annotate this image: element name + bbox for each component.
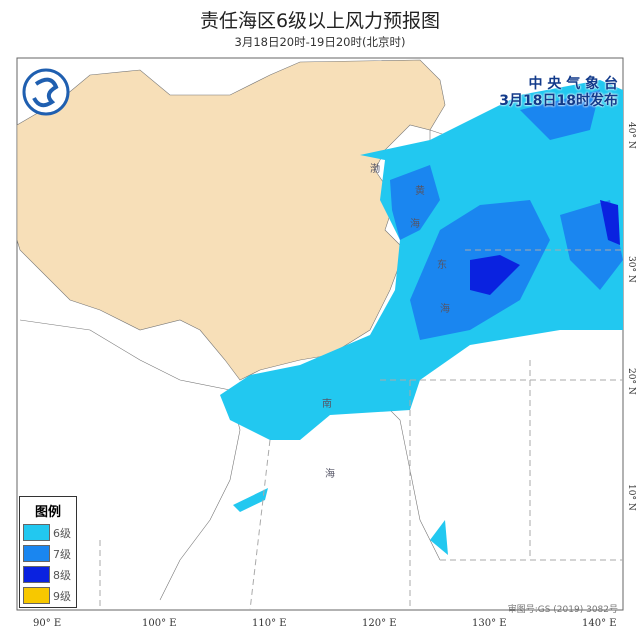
lat-label: 20° N bbox=[626, 368, 636, 395]
legend-item-7: 7级 bbox=[23, 545, 76, 562]
legend: 图例 6级 7级 8级 9级 bbox=[19, 496, 77, 608]
map-subtitle: 3月18日20时-19日20时(北京时) bbox=[234, 35, 406, 49]
lat-label: 10° N bbox=[626, 484, 636, 511]
wind-area-level-6 bbox=[220, 80, 623, 555]
sea-label: 海 bbox=[325, 469, 335, 480]
issuer-block: 中 央 气 象 台 3月18日18时发布 bbox=[499, 76, 618, 110]
legend-swatch bbox=[23, 545, 50, 562]
issuer-name: 中 央 气 象 台 bbox=[528, 76, 619, 92]
sea-label: 黄 bbox=[415, 186, 425, 197]
sea-label: 海 bbox=[410, 219, 420, 230]
sea-label: 东 bbox=[437, 260, 447, 271]
lon-label: 90° E bbox=[33, 618, 62, 629]
issue-time: 3月18日18时发布 bbox=[499, 93, 618, 109]
legend-item-9: 9级 bbox=[23, 587, 76, 604]
legend-swatch bbox=[23, 587, 50, 604]
lon-label: 110° E bbox=[252, 618, 287, 629]
china-land bbox=[16, 59, 446, 381]
lon-label: 100° E bbox=[142, 618, 177, 629]
approval-number: 审图号:GS (2019) 3082号 bbox=[507, 605, 618, 615]
sea-label: 南 bbox=[322, 399, 332, 410]
legend-item-8: 8级 bbox=[23, 566, 76, 583]
lon-label: 130° E bbox=[472, 618, 507, 629]
legend-title: 图例 bbox=[34, 505, 61, 520]
sea-label: 海 bbox=[440, 304, 450, 315]
legend-item-6: 6级 bbox=[23, 524, 76, 541]
lon-label: 120° E bbox=[362, 618, 397, 629]
wind-area-level-8 bbox=[470, 200, 620, 295]
map-title: 责任海区6级以上风力预报图 bbox=[199, 10, 441, 32]
lat-label: 30° N bbox=[626, 256, 636, 283]
cma-logo bbox=[22, 68, 70, 116]
sea-area-boundaries bbox=[99, 249, 623, 611]
lat-label: 40° N bbox=[626, 122, 636, 149]
lon-label: 140° E bbox=[582, 618, 617, 629]
legend-swatch bbox=[23, 524, 50, 541]
legend-swatch bbox=[23, 566, 50, 583]
sea-label: 渤 bbox=[370, 164, 380, 175]
